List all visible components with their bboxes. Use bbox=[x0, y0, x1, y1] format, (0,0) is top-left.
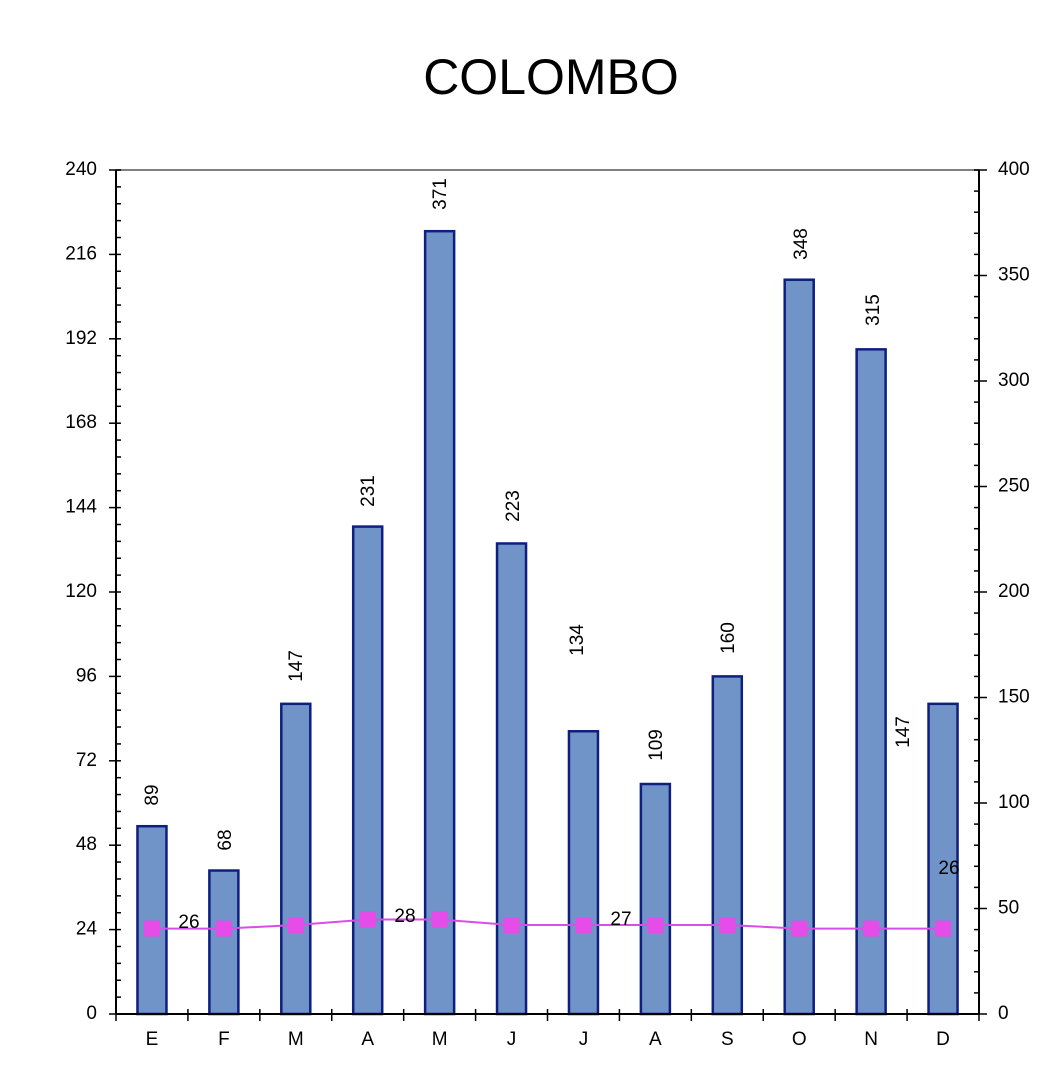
x-axis-tick-label: A bbox=[361, 1029, 374, 1050]
temperature-marker bbox=[503, 917, 520, 934]
left-axis-tick-label: 216 bbox=[65, 243, 97, 264]
bar-data-label: 160 bbox=[718, 622, 739, 654]
precipitation-bar bbox=[423, 229, 456, 1016]
right-axis-tick-label: 50 bbox=[998, 898, 1019, 919]
temperature-marker bbox=[719, 917, 736, 934]
right-axis-tick-label: 100 bbox=[998, 792, 1030, 813]
precipitation-bar bbox=[136, 824, 168, 1016]
temperature-marker bbox=[359, 911, 376, 928]
temperature-line bbox=[151, 918, 944, 930]
right-axis-tick-label: 300 bbox=[998, 370, 1030, 391]
bar-data-label: 315 bbox=[863, 294, 884, 326]
temperature-marker bbox=[863, 920, 880, 937]
bar-data-label: 231 bbox=[358, 475, 379, 507]
x-axis-tick-label: E bbox=[146, 1029, 159, 1050]
left-axis-tick-label: 144 bbox=[65, 497, 97, 518]
left-axis-tick-label: 168 bbox=[65, 412, 97, 433]
x-axis-tick-label: F bbox=[218, 1029, 230, 1050]
labels-layer: 89 68 147 231 371 223 134 109 160 348 315 147 26 28 27… bbox=[142, 178, 960, 933]
x-axis-tick-label: N bbox=[864, 1029, 878, 1050]
x-axis-tick-label: M bbox=[432, 1029, 448, 1050]
right-axis-tick-label: 200 bbox=[998, 581, 1030, 602]
right-axis-tick-label: 250 bbox=[998, 476, 1030, 497]
line-data-label: 26 bbox=[178, 912, 199, 933]
bar-data-label: 109 bbox=[646, 729, 667, 761]
right-axis-tick-label: 350 bbox=[998, 265, 1030, 286]
bar-data-label: 147 bbox=[286, 650, 307, 682]
line-data-label: 28 bbox=[394, 906, 415, 927]
bar-data-label: 371 bbox=[430, 178, 451, 210]
right-axis-tick-label: 0 bbox=[998, 1003, 1009, 1024]
axes-layer: 0 24 48 72 96 120 144 168 192 216 240 0 50 100 150 200 2… bbox=[65, 159, 1029, 1050]
x-axis-tick-label: A bbox=[649, 1029, 662, 1050]
precipitation-bar bbox=[280, 702, 312, 1016]
precipitation-bar bbox=[783, 278, 815, 1016]
x-axis-tick-label: M bbox=[288, 1029, 304, 1050]
temperature-marker bbox=[215, 920, 232, 937]
x-axis-tick-label: S bbox=[721, 1029, 734, 1050]
precipitation-bar bbox=[208, 869, 240, 1016]
x-axis-tick-label: D bbox=[936, 1029, 950, 1050]
left-axis-tick-label: 72 bbox=[76, 750, 97, 771]
bar-data-label: 89 bbox=[142, 784, 163, 805]
temperature-marker bbox=[647, 917, 664, 934]
line-data-label: 26 bbox=[938, 858, 959, 879]
temperature-marker bbox=[575, 917, 592, 934]
bars-layer bbox=[136, 229, 959, 1016]
temperature-marker bbox=[143, 920, 160, 937]
bar-data-label: 134 bbox=[567, 624, 588, 656]
bar-data-label: 68 bbox=[215, 829, 236, 850]
temperature-marker bbox=[431, 911, 448, 928]
line-layer bbox=[143, 911, 952, 937]
precipitation-bar bbox=[567, 730, 600, 1016]
left-axis-tick-label: 120 bbox=[65, 581, 97, 602]
left-axis-tick-label: 0 bbox=[86, 1003, 97, 1024]
temperature-marker bbox=[287, 917, 304, 934]
line-data-label: 27 bbox=[610, 909, 631, 930]
bar-data-label: 147 bbox=[893, 716, 914, 748]
x-axis-tick-label: J bbox=[507, 1029, 517, 1050]
right-axis-tick-label: 150 bbox=[998, 687, 1030, 708]
precipitation-bar bbox=[855, 348, 887, 1016]
x-axis-tick-label: J bbox=[579, 1029, 589, 1050]
precipitation-bar bbox=[351, 525, 384, 1016]
right-axis-tick-label: 400 bbox=[998, 159, 1030, 180]
left-axis-tick-label: 240 bbox=[65, 159, 97, 180]
temperature-marker bbox=[935, 920, 952, 937]
precipitation-bar bbox=[927, 702, 959, 1016]
precipitation-bar bbox=[639, 782, 672, 1016]
precipitation-bar bbox=[711, 675, 744, 1016]
bar-data-label: 348 bbox=[791, 228, 812, 260]
bar-data-label: 223 bbox=[503, 490, 524, 522]
chart-title: COLOMBO bbox=[423, 49, 679, 105]
left-axis-tick-label: 48 bbox=[76, 834, 97, 855]
left-axis-tick-label: 96 bbox=[76, 665, 97, 686]
precipitation-bar bbox=[495, 542, 528, 1016]
temperature-marker bbox=[791, 920, 808, 937]
x-axis-tick-label: O bbox=[792, 1029, 807, 1050]
left-axis-tick-label: 24 bbox=[76, 919, 98, 940]
left-axis-tick-label: 192 bbox=[65, 328, 97, 349]
